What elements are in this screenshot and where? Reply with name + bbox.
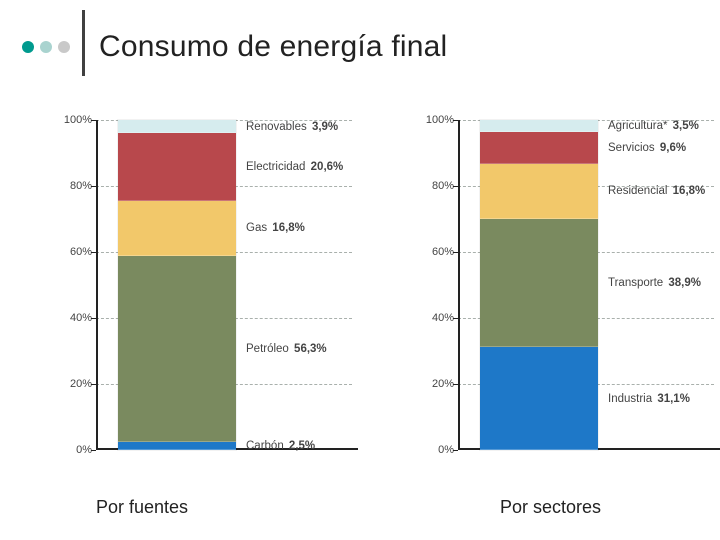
y-tick: 60% (414, 246, 454, 258)
y-tick: 0% (414, 444, 454, 456)
y-tick: 80% (52, 180, 92, 192)
y-tick: 40% (414, 312, 454, 324)
bar-segment (480, 347, 598, 450)
bar-segment (480, 132, 598, 164)
y-tick: 20% (52, 378, 92, 390)
bar-segment (480, 120, 598, 132)
y-tick: 0% (52, 444, 92, 456)
segment-label: Residencial 16,8% (608, 185, 705, 197)
dot-1 (22, 41, 34, 53)
chart-por-fuentes: Carbón 2,5% Petróleo 56,3% Gas 16,8% Electr… (52, 120, 352, 450)
segment-label: Carbón 2,5% (246, 440, 315, 452)
bar-segment (118, 201, 236, 256)
bar-right (480, 120, 598, 450)
page-title: Consumo de energía final (99, 30, 447, 64)
y-axis-left (96, 120, 98, 450)
segment-label: Agricultura* 3,5% (608, 120, 699, 132)
segment-label: Gas 16,8% (246, 222, 305, 234)
y-tick: 100% (414, 114, 454, 126)
y-tick: 20% (414, 378, 454, 390)
segment-label: Renovables 3,9% (246, 121, 338, 133)
bar-segment (480, 219, 598, 347)
segment-label: Servicios 9,6% (608, 142, 686, 154)
header-dots (22, 41, 70, 53)
y-tick: 40% (52, 312, 92, 324)
caption-left: Por fuentes (96, 497, 188, 518)
header-divider (82, 10, 85, 76)
bar-left (118, 120, 236, 450)
y-axis-right (458, 120, 460, 450)
axis-area-right: Industria 31,1% Transporte 38,9% Residenci… (458, 120, 714, 450)
bar-segment (118, 133, 236, 201)
dot-2 (40, 41, 52, 53)
bar-segment (118, 442, 236, 450)
segment-label: Transporte 38,9% (608, 277, 701, 289)
y-tick: 80% (414, 180, 454, 192)
caption-right: Por sectores (500, 497, 601, 518)
y-tick: 100% (52, 114, 92, 126)
slide-header: Consumo de energía final (22, 18, 447, 76)
bar-segment (118, 120, 236, 133)
y-tick: 60% (52, 246, 92, 258)
segment-label: Petróleo 56,3% (246, 343, 327, 355)
segment-label: Industria 31,1% (608, 393, 690, 405)
bar-segment (480, 164, 598, 219)
axis-area-left: Carbón 2,5% Petróleo 56,3% Gas 16,8% Electr… (96, 120, 352, 450)
charts-row: Carbón 2,5% Petróleo 56,3% Gas 16,8% Electr… (52, 120, 714, 450)
segment-label: Electricidad 20,6% (246, 161, 343, 173)
chart-por-sectores: Industria 31,1% Transporte 38,9% Residenci… (414, 120, 714, 450)
bar-segment (118, 256, 236, 442)
dot-3 (58, 41, 70, 53)
